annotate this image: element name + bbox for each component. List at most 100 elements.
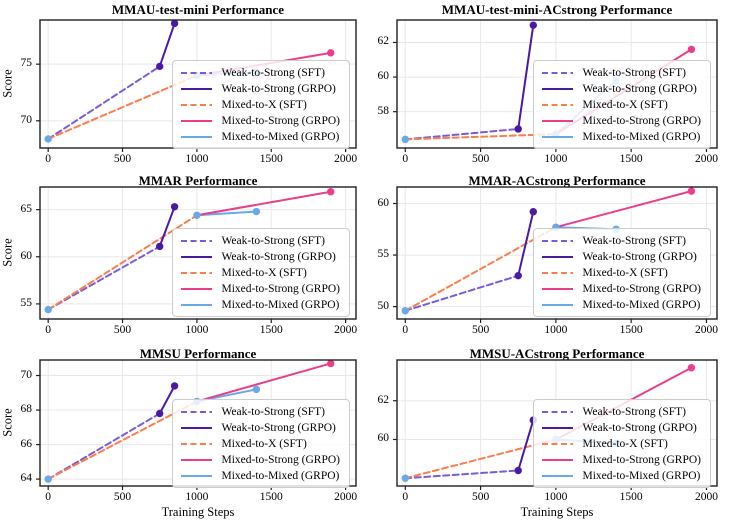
legend-item-label: Mixed-to-Mixed (GRPO) (582, 469, 701, 482)
legend-item-label: Weak-to-Strong (GRPO) (582, 250, 697, 263)
series-line-weak-sft (47, 65, 161, 140)
series-line-mixed-sft (47, 74, 198, 140)
legend-line-sample (542, 458, 574, 461)
x-tick-label: 2000 (694, 491, 718, 503)
legend-line-sample (181, 239, 213, 242)
legend-item-label: Mixed-to-X (SFT) (582, 266, 668, 279)
legend: Weak-to-Strong (SFT) Weak-to-Strong (GRPO… (533, 228, 711, 317)
legend-item-label: Weak-to-Strong (SFT) (582, 234, 687, 247)
chart-title: MMSU Performance (139, 346, 257, 361)
x-tick-label: 0 (45, 491, 52, 503)
x-tick-label: 1000 (544, 491, 568, 503)
series-line-mixed-sft (47, 214, 198, 311)
legend-line-sample (181, 458, 213, 461)
y-tick-label: 55 (377, 248, 390, 261)
x-tick-label: 1500 (619, 491, 643, 503)
plot-border (39, 186, 357, 320)
legend-item-weak-grpo: Weak-to-Strong (GRPO) (181, 421, 340, 434)
x-tick-label: 2000 (694, 324, 718, 336)
legend-item-mixed-sft: Mixed-to-X (SFT) (542, 98, 701, 111)
legend-item-label: Mixed-to-Strong (GRPO) (221, 114, 340, 127)
legend-item-mixed-sft: Mixed-to-X (SFT) (181, 98, 340, 111)
data-point-marker (44, 135, 52, 143)
legend-item-weak-grpo: Weak-to-Strong (GRPO) (181, 250, 340, 263)
legend-line-sample (542, 474, 574, 477)
x-tick-label: 1500 (259, 324, 283, 336)
legend-line-sample (181, 442, 213, 445)
data-point-marker (156, 242, 164, 251)
legend-line-sample (542, 303, 574, 306)
data-point-marker (327, 188, 335, 196)
legend-item-mixed-strong: Mixed-to-Strong (GRPO) (181, 453, 340, 466)
data-point-marker (327, 359, 335, 368)
data-point-marker (170, 203, 179, 211)
data-point-marker (687, 187, 696, 195)
chart-mmau-test-mini-acstrong: MMAU-test-mini-ACstrong Performance 58 60 6… (365, 0, 731, 173)
x-axis-label: Training Steps (520, 505, 594, 519)
y-tick-label: 60 (20, 249, 33, 262)
data-point-marker (44, 305, 52, 314)
legend-line-sample (542, 135, 574, 138)
y-tick-label: 68 (20, 403, 33, 416)
legend-item-mixed-strong: Mixed-to-Strong (GRPO) (181, 114, 340, 127)
x-tick-label: 1000 (544, 324, 568, 336)
legend-item-mixed-mixed: Mixed-to-Mixed (GRPO) (181, 469, 340, 482)
x-tick-label: 1000 (185, 153, 209, 165)
data-point-marker (401, 307, 409, 315)
legend-item-mixed-mixed: Mixed-to-Mixed (GRPO) (542, 130, 701, 143)
data-point-marker (156, 62, 164, 71)
legend-line-sample (542, 426, 574, 429)
legend-item-label: Mixed-to-Strong (GRPO) (221, 453, 340, 466)
y-tick-label: 65 (20, 202, 33, 215)
series-line-mixed-strong (195, 362, 332, 403)
legend-item-label: Mixed-to-Mixed (GRPO) (221, 469, 340, 482)
legend-item-mixed-strong: Mixed-to-Strong (GRPO) (542, 282, 701, 295)
x-tick-label: 500 (113, 491, 132, 503)
legend-item-label: Weak-to-Strong (SFT) (582, 405, 687, 418)
legend-item-weak-grpo: Weak-to-Strong (GRPO) (181, 82, 340, 95)
legend-item-label: Mixed-to-Strong (GRPO) (582, 114, 701, 127)
legend-item-label: Mixed-to-Strong (GRPO) (221, 282, 340, 295)
series-line-mixed-sft (404, 133, 557, 141)
x-tick-label: 0 (45, 324, 52, 336)
y-tick-label: 75 (20, 57, 33, 70)
y-tick-label: 70 (20, 368, 33, 381)
legend-item-label: Mixed-to-X (SFT) (221, 98, 307, 111)
legend-line-sample (181, 426, 213, 429)
data-point-marker (687, 45, 696, 54)
legend-item-mixed-strong: Mixed-to-Strong (GRPO) (181, 282, 340, 295)
legend-item-mixed-sft: Mixed-to-X (SFT) (542, 266, 701, 279)
legend-line-sample (542, 442, 574, 445)
y-axis-label: Score (0, 238, 15, 267)
series-line-mixed-sft (404, 226, 557, 312)
legend-item-weak-sft: Weak-to-Strong (SFT) (542, 405, 701, 418)
data-point-marker (327, 49, 335, 57)
chart-mmsu: MMSU Performance 64 66 68 70 0 500 1000 1500 2000… (0, 346, 365, 521)
legend-item-mixed-mixed: Mixed-to-Mixed (GRPO) (181, 130, 340, 143)
data-point-marker (44, 475, 52, 483)
legend-item-label: Weak-to-Strong (SFT) (582, 66, 687, 79)
y-tick-label: 60 (377, 70, 390, 83)
x-tick-label: 1500 (259, 491, 283, 503)
y-axis-label: Score (0, 69, 15, 98)
x-tick-label: 0 (402, 324, 409, 336)
chart-title: MMAU-test-mini-ACstrong Performance (441, 2, 673, 17)
series-line-mixed-strong (195, 190, 332, 217)
legend-item-weak-sft: Weak-to-Strong (SFT) (181, 405, 340, 418)
x-tick-label: 500 (471, 153, 490, 165)
x-tick-label: 2000 (334, 324, 358, 336)
legend-line-sample (181, 71, 213, 74)
series-line-weak-sft (404, 469, 520, 480)
legend-item-label: Mixed-to-X (SFT) (582, 437, 668, 450)
chart-mmau-test-mini: MMAU-test-mini Performance 70 75 0 500 1000 15… (0, 0, 365, 173)
y-tick-label: 66 (20, 437, 33, 450)
x-tick-label: 2000 (334, 153, 358, 165)
x-tick-label: 2000 (694, 153, 718, 165)
legend-item-label: Weak-to-Strong (SFT) (221, 405, 326, 418)
x-tick-label: 1000 (544, 153, 568, 165)
data-point-marker (529, 21, 537, 29)
data-point-marker (529, 208, 537, 216)
x-tick-label: 1500 (619, 153, 643, 165)
legend-line-sample (181, 103, 213, 106)
series-line-weak-sft (404, 274, 520, 312)
